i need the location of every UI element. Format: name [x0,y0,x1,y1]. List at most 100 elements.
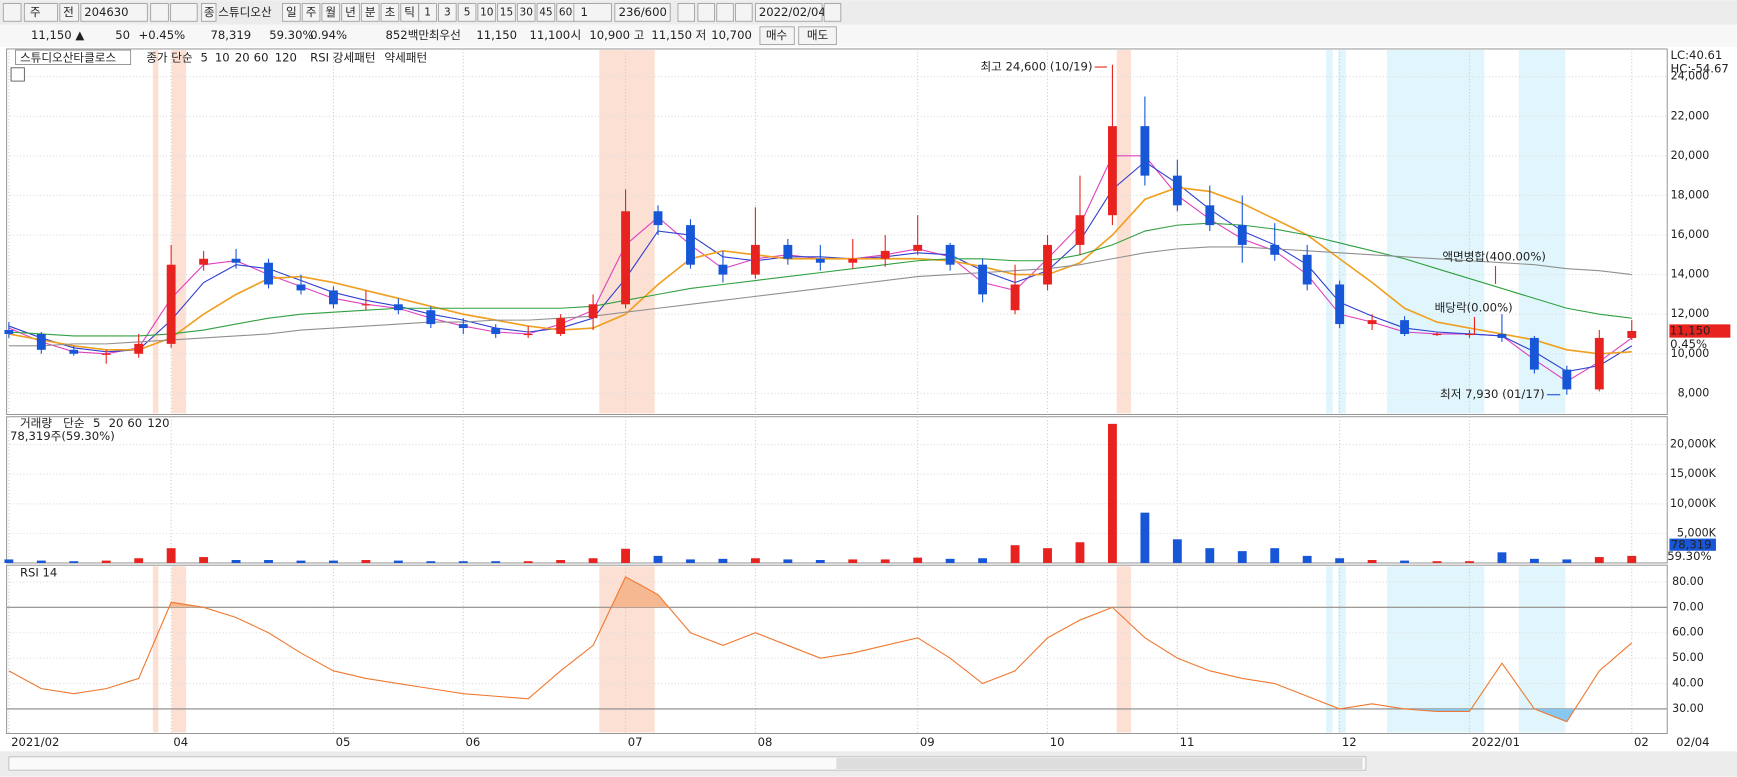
badge[interactable] [201,3,217,22]
buy-button[interactable]: 매수 [766,28,788,42]
stock-code[interactable]: 204630 [84,5,128,19]
volume-bar [1367,560,1377,563]
volume-bar [653,555,663,563]
button[interactable] [759,26,795,45]
interval-button[interactable]: 1 [424,6,431,18]
interval-button[interactable]: 60 [559,6,572,18]
info-price: 11,150 ▲ [31,28,84,42]
x-tick-label: 10 [1050,735,1065,749]
interval-button[interactable]: 15 [500,6,513,18]
candle-body [1140,126,1150,176]
button[interactable] [360,3,380,22]
period-button[interactable]: 초 [385,5,396,19]
x-tick-label: 08 [758,735,773,749]
button[interactable] [823,3,842,22]
date-input[interactable] [755,3,823,22]
date[interactable]: 2022/02/04 [759,5,826,19]
y-tick-label: 80.00 [1672,575,1704,588]
button[interactable] [418,3,437,22]
volume-bar [1529,558,1539,563]
button[interactable] [438,3,457,22]
pattern-legend: 약세패턴 [384,50,427,64]
bullish-pattern-band [1116,50,1132,414]
pattern-legend: RSI 강세패턴 [310,50,375,64]
volume-bar [1140,512,1150,563]
grid-icon[interactable] [10,67,25,82]
candle-body [1010,284,1020,311]
volume-bar [231,560,241,563]
button[interactable] [735,3,753,22]
period-button[interactable]: 틱 [404,5,415,19]
candle-body [69,349,79,354]
button[interactable] [536,3,556,22]
button[interactable] [477,3,497,22]
sell-button[interactable]: 매도 [807,28,829,42]
button[interactable] [798,26,837,45]
button[interactable] [716,3,734,22]
button[interactable] [697,3,715,22]
scroll-thumb[interactable] [836,757,1363,770]
candle-body [296,284,306,291]
candle-body [1075,215,1085,245]
candle-body [1043,244,1052,285]
button[interactable] [150,3,169,22]
panel-frame [6,48,1668,415]
range-input[interactable] [614,3,671,22]
button[interactable] [457,3,477,22]
button[interactable] [2,3,22,22]
button[interactable] [516,3,536,22]
legend-entry: 20 [235,50,250,64]
info-bar [0,24,1737,47]
button[interactable] [677,3,696,22]
y-tick-label: 15,000K [1670,467,1717,480]
candle-body [1335,284,1345,325]
bearish-pattern-band [1386,566,1485,733]
bullish-pattern-band [152,50,159,414]
candle-body [458,324,468,329]
button[interactable] [301,3,321,22]
button[interactable] [380,3,400,22]
candle-body [815,258,825,263]
volume-bar [1108,423,1117,563]
interval-button[interactable]: 30 [520,6,533,18]
info-low-label: 저 [696,28,707,42]
y-tick-label: 18,000 [1671,188,1710,201]
period-button[interactable]: 월 [325,5,336,19]
count[interactable]: 1 [580,5,587,19]
period-button[interactable]: 년 [345,5,356,19]
button[interactable] [59,3,80,22]
rsi-oversold-area [8,708,1632,722]
interval-button[interactable]: 45 [539,6,552,18]
stock-label-box [15,49,132,65]
volume-bar [978,558,988,563]
stock-name[interactable]: 스튜디오산 [218,5,272,19]
period-button[interactable]: 일 [286,5,297,19]
count-input[interactable] [573,3,612,22]
legend-entry: 120 [147,416,169,430]
button[interactable] [497,3,516,22]
button[interactable] [341,3,360,22]
range[interactable]: 236/600 [619,5,667,19]
interval-button[interactable]: 3 [444,6,451,18]
button[interactable] [321,3,341,22]
candle-body [750,244,760,275]
button[interactable] [282,3,301,22]
candle-body [1497,333,1507,338]
info-amount: 852백만 [386,28,430,42]
price-tag-label: 11,150 [1670,324,1711,338]
period-button[interactable]: 주 [306,5,317,19]
prev-button[interactable]: 전 [63,5,74,19]
interval-button[interactable]: 5 [464,6,471,18]
y-tick-label: 24,000 [1671,70,1710,83]
period-button[interactable]: 분 [365,5,376,19]
button[interactable] [23,3,59,22]
code-input[interactable] [80,3,148,22]
button[interactable] [170,3,198,22]
volume-bar [1075,542,1085,563]
market[interactable]: 주 [30,5,41,19]
interval-button[interactable]: 10 [480,6,493,18]
bullish-pattern-band [152,566,159,733]
candle-body [1172,175,1182,206]
bearish-pattern-band [1326,50,1333,414]
